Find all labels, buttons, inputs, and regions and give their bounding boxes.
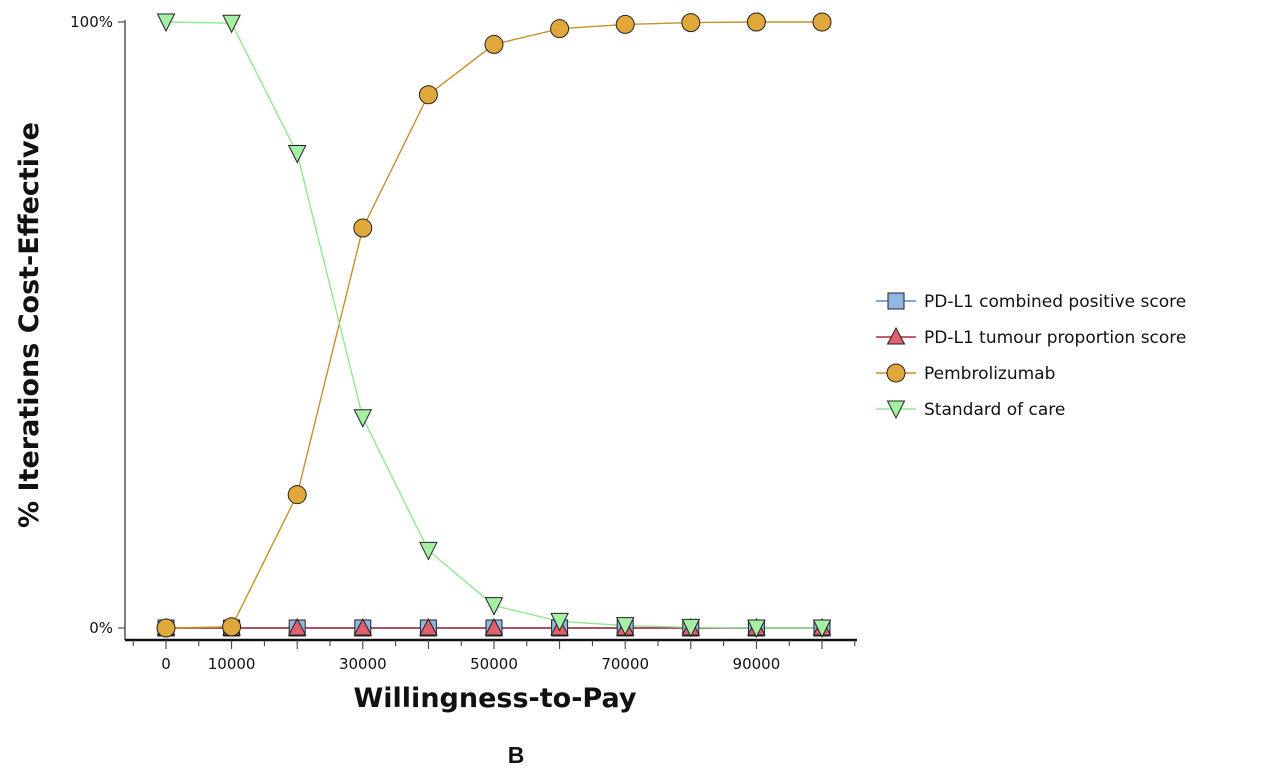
data-point-circle — [746, 12, 766, 32]
series-line-3 — [165, 21, 822, 629]
plot-lines — [165, 21, 822, 629]
x-axis-title: Willingness-to-Pay — [354, 683, 637, 714]
data-point-circle — [287, 485, 307, 505]
data-point-triangle-down — [681, 618, 701, 638]
data-point-circle — [484, 34, 504, 54]
x-tick-label: 10000 — [208, 655, 256, 673]
data-point-square — [887, 292, 905, 310]
y-tick-label: 0% — [89, 619, 113, 637]
y-axis-title: % Iterations Cost-Effective — [14, 122, 45, 528]
legend-label: Pembrolizumab — [924, 364, 1055, 384]
data-point-circle — [681, 13, 701, 33]
data-point-circle — [886, 363, 906, 383]
data-point-circle — [812, 12, 832, 32]
y-ticks: 0% 100% — [70, 13, 125, 637]
data-point-triangle-down — [484, 597, 504, 616]
data-point-triangle-down — [419, 541, 438, 561]
data-point-circle — [353, 218, 373, 238]
data-point-triangle-up — [886, 326, 906, 345]
data-point-triangle-down — [812, 619, 832, 639]
data-point-circle — [550, 19, 570, 39]
legend-label: PD-L1 tumour proportion score — [924, 328, 1186, 348]
data-point-triangle-down — [747, 619, 766, 639]
x-ticks: 0 10000 30000 50000 70000 90000 — [132, 640, 856, 673]
x-tick-label: 50000 — [470, 655, 518, 673]
series-line-4 — [165, 21, 822, 629]
legend-label: Standard of care — [924, 400, 1065, 420]
data-point-triangle-down — [615, 617, 635, 636]
data-point-triangle-down — [156, 13, 176, 33]
plot-markers — [156, 12, 832, 639]
data-point-circle — [156, 618, 176, 638]
data-point-triangle-up — [287, 617, 307, 636]
data-point-triangle-down — [353, 409, 373, 428]
data-point-triangle-up — [484, 617, 504, 636]
x-tick-label: 30000 — [339, 655, 387, 673]
x-tick-label: 90000 — [733, 655, 781, 673]
panel-label: B — [508, 742, 525, 768]
data-point-circle — [418, 85, 438, 105]
x-tick-label: 0 — [161, 655, 171, 673]
x-tick-label: 70000 — [601, 655, 649, 673]
y-tick-label: 100% — [70, 13, 113, 31]
data-point-circle — [222, 617, 242, 637]
data-point-triangle-up — [419, 617, 438, 636]
data-point-triangle-down — [222, 14, 241, 34]
data-point-triangle-down — [550, 612, 569, 632]
legend-label: PD-L1 combined positive score — [924, 292, 1186, 312]
data-point-triangle-down — [287, 145, 307, 164]
data-point-circle — [615, 14, 635, 34]
data-point-triangle-up — [353, 617, 373, 636]
legend: PD-L1 combined positive score PD-L1 tumou… — [876, 292, 1186, 420]
data-point-triangle-down — [886, 400, 906, 420]
